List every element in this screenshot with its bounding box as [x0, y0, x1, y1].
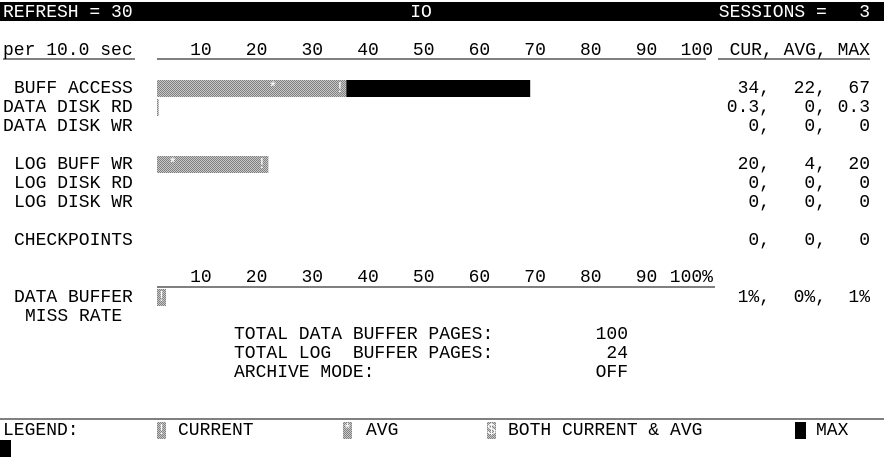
current-bar	[157, 99, 159, 116]
max-value: 0	[859, 193, 870, 213]
max-value: 20	[848, 155, 870, 175]
scale-tick-label: 60	[469, 41, 491, 61]
scale-tick-label: 80	[580, 41, 602, 61]
current-marker	[157, 289, 166, 306]
legend-symbol: *	[343, 422, 352, 439]
avg-marker-symbol: *	[168, 156, 177, 173]
scale-tick-label: 70	[524, 41, 546, 61]
row-label: LOG BUFF WR	[14, 155, 133, 175]
scale-tick-label: 20	[246, 41, 268, 61]
avg-marker	[268, 80, 278, 97]
scale-tick-label: 100	[681, 41, 713, 61]
max-value: 67	[848, 79, 870, 99]
screen-title: IO	[410, 3, 432, 23]
total-label: TOTAL DATA BUFFER PAGES:	[234, 325, 493, 345]
cur-value: 0,	[748, 174, 770, 194]
avg-marker-symbol: *	[269, 80, 278, 97]
row-label: LOG DISK RD	[14, 174, 133, 194]
scale-tick-label: 10	[190, 268, 212, 288]
cur-value: 0,	[748, 193, 770, 213]
current-marker-symbol: !	[257, 156, 266, 173]
current-marker	[335, 80, 345, 97]
scale-tick-label: 30	[301, 41, 323, 61]
sessions: SESSIONS = 3	[719, 3, 870, 23]
row-label: DATA BUFFER	[14, 288, 133, 308]
scale-tick-label: 40	[357, 268, 379, 288]
scale-caption: per 10.0 sec	[3, 41, 133, 61]
cur-value: 20,	[738, 155, 770, 175]
max-value: 0	[859, 117, 870, 137]
legend-symbol: !	[157, 422, 166, 439]
cur-value: 0,	[748, 231, 770, 251]
cursor	[0, 440, 11, 457]
scale-tick-label: 40	[357, 41, 379, 61]
avg-value: 0,	[804, 231, 826, 251]
row-label: DATA DISK WR	[3, 117, 133, 137]
scale-tick-label: 50	[413, 268, 435, 288]
legend-text: MAX	[816, 421, 849, 441]
legend-symbol: $	[487, 422, 496, 439]
legend-text: CURRENT	[178, 421, 254, 441]
cur-value: 0,	[748, 117, 770, 137]
scale-tick-label: 20	[246, 268, 268, 288]
scale-tick-label: 60	[469, 268, 491, 288]
max-value: 0.3	[838, 98, 870, 118]
columns-header: CUR, AVG, MAX	[730, 41, 871, 61]
scale-tick-label: 90	[636, 268, 658, 288]
refresh: REFRESH = 30	[3, 3, 133, 23]
row-label: MISS RATE	[25, 307, 122, 327]
legend-swatch	[157, 422, 166, 439]
current-marker-symbol: !	[157, 289, 166, 306]
row-label: BUFF ACCESS	[14, 79, 133, 99]
scale-tick-label: 30	[301, 268, 323, 288]
status-bar	[0, 2, 884, 21]
legend-swatch	[343, 422, 352, 439]
avg-value: 0%,	[794, 288, 826, 308]
total-value: OFF	[596, 363, 628, 383]
max-bar	[346, 80, 531, 97]
total-label: ARCHIVE MODE:	[234, 363, 374, 383]
cur-value: 0.3,	[727, 98, 770, 118]
avg-value: 0,	[804, 174, 826, 194]
scale-tick-label: 80	[580, 268, 602, 288]
avg-value: 0,	[804, 117, 826, 137]
legend-swatch	[795, 422, 806, 439]
avg-value: 0,	[804, 193, 826, 213]
scale-tick-label: 100%	[670, 268, 713, 288]
current-marker-symbol: !	[335, 80, 344, 97]
scale-tick-label: 50	[413, 41, 435, 61]
avg-value: 0,	[804, 98, 826, 118]
scale-tick-label: 10	[190, 41, 212, 61]
avg-value: 4,	[804, 155, 826, 175]
total-value: 100	[596, 325, 628, 345]
scale-tick-label: 70	[524, 268, 546, 288]
max-value: 0	[859, 174, 870, 194]
cur-value: 1%,	[738, 288, 770, 308]
current-marker	[257, 156, 267, 173]
legend-text: BOTH CURRENT & AVG	[508, 421, 702, 441]
current-bar	[157, 156, 269, 173]
cur-value: 34,	[738, 79, 770, 99]
scale-tick-label: 90	[636, 41, 658, 61]
max-value: 1%	[848, 288, 870, 308]
max-value: 0	[859, 231, 870, 251]
row-label: DATA DISK RD	[3, 98, 133, 118]
avg-value: 22,	[794, 79, 826, 99]
legend-text: AVG	[366, 421, 398, 441]
row-label: CHECKPOINTS	[14, 231, 133, 251]
legend-title: LEGEND:	[3, 421, 79, 441]
total-value: 24	[606, 344, 628, 364]
current-bar	[157, 80, 347, 97]
total-label: TOTAL LOG BUFFER PAGES:	[234, 344, 493, 364]
row-label: LOG DISK WR	[14, 193, 133, 213]
avg-marker	[168, 156, 178, 173]
legend-swatch	[487, 422, 496, 439]
